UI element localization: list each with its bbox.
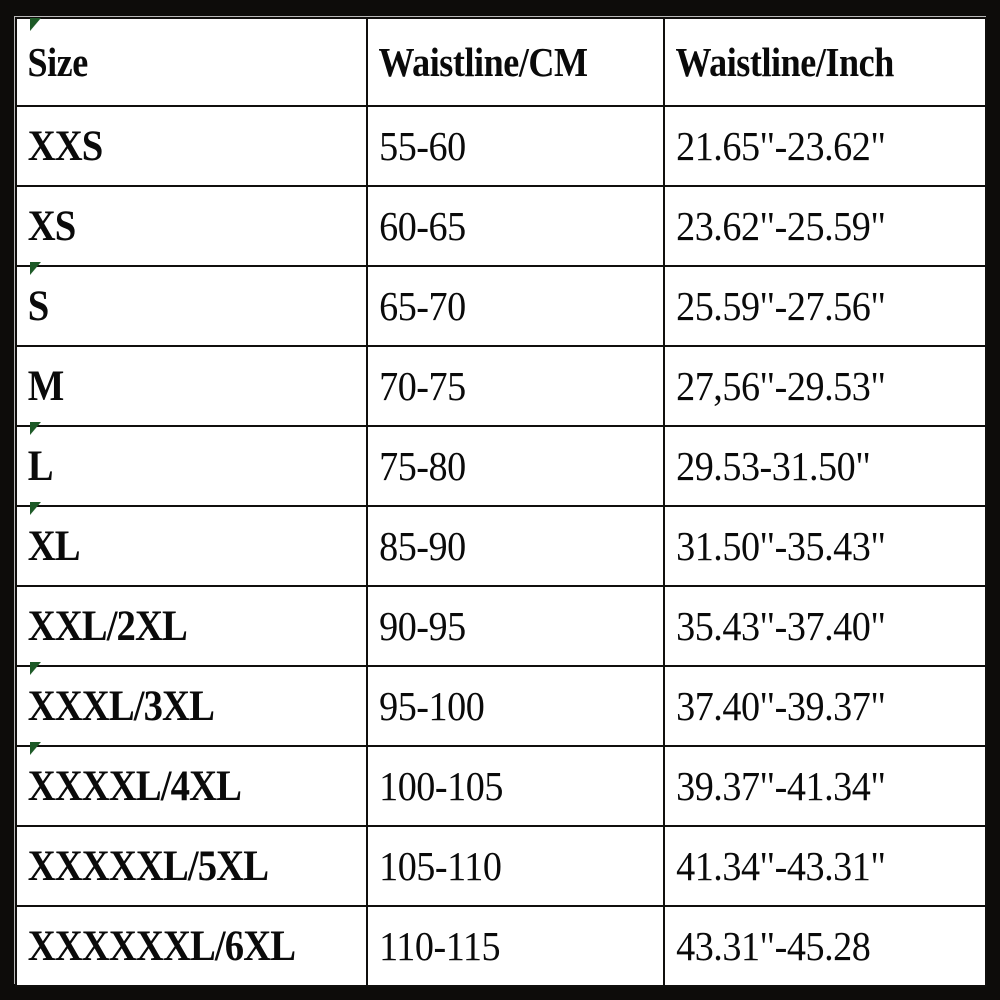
- waist-inch-value: 25.59"-27.56": [663, 265, 965, 347]
- size-chart-table: Size Waistline/CM Waistline/Inch XXS 55-…: [15, 17, 987, 987]
- size-label: XXXL/3XL: [15, 665, 333, 747]
- waist-inch-value: 21.65"-23.62": [663, 105, 965, 187]
- column-header-cm: Waistline/CM: [366, 17, 630, 107]
- size-label: XXXXL/4XL: [15, 745, 333, 827]
- size-label: XXXXXXL/6XL: [15, 905, 333, 987]
- table-row: XXS 55-60 21.65"-23.62": [15, 105, 986, 187]
- size-label: M: [15, 345, 333, 427]
- table-row: XXXL/3XL 95-100 37.40"-39.37": [15, 665, 986, 747]
- waist-inch-value: 23.62"-25.59": [663, 185, 965, 267]
- table-row: XXL/2XL 90-95 35.43"-37.40": [15, 585, 986, 667]
- table-row: XL 85-90 31.50"-35.43": [15, 505, 986, 587]
- waist-cm-value: 60-65: [366, 185, 645, 267]
- table-row: XXXXXXL/6XL 110-115 43.31"-45.28: [15, 905, 986, 987]
- waist-inch-value: 39.37"-41.34": [663, 745, 965, 827]
- table-row: XXXXL/4XL 100-105 39.37"-41.34": [15, 745, 986, 827]
- size-label: XXXXXL/5XL: [15, 825, 333, 907]
- column-header-size: Size: [15, 17, 326, 107]
- size-label: XXL/2XL: [15, 585, 333, 667]
- header-row: Size Waistline/CM Waistline/Inch: [15, 17, 986, 107]
- table-body: XXS 55-60 21.65"-23.62" XS 60-65 23.62"-…: [15, 105, 986, 987]
- waist-cm-value: 110-115: [366, 905, 645, 987]
- size-label: XL: [15, 505, 333, 587]
- waist-inch-value: 43.31"-45.28: [663, 905, 965, 987]
- table-row: S 65-70 25.59"-27.56": [15, 265, 986, 347]
- waist-cm-value: 55-60: [366, 105, 645, 187]
- waist-cm-value: 90-95: [366, 585, 645, 667]
- waist-inch-value: 29.53-31.50": [663, 425, 965, 507]
- waist-cm-value: 85-90: [366, 505, 645, 587]
- waist-inch-value: 31.50"-35.43": [663, 505, 965, 587]
- waist-cm-value: 100-105: [366, 745, 645, 827]
- table-header: Size Waistline/CM Waistline/Inch: [15, 17, 986, 107]
- table-row: XXXXXL/5XL 105-110 41.34"-43.31": [15, 825, 986, 907]
- waist-cm-value: 105-110: [366, 825, 645, 907]
- size-label: S: [15, 265, 333, 347]
- size-chart-sheet: Size Waistline/CM Waistline/Inch XXS 55-…: [14, 16, 987, 987]
- waist-cm-value: 65-70: [366, 265, 645, 347]
- size-label: L: [15, 425, 333, 507]
- size-label: XS: [15, 185, 333, 267]
- column-header-inch: Waistline/Inch: [663, 17, 949, 107]
- waist-cm-value: 70-75: [366, 345, 645, 427]
- table-row: M 70-75 27,56"-29.53": [15, 345, 986, 427]
- size-label: XXS: [15, 105, 333, 187]
- waist-cm-value: 95-100: [366, 665, 645, 747]
- table-row: XS 60-65 23.62"-25.59": [15, 185, 986, 267]
- table-row: L 75-80 29.53-31.50": [15, 425, 986, 507]
- waist-inch-value: 27,56"-29.53": [663, 345, 965, 427]
- waist-inch-value: 35.43"-37.40": [663, 585, 965, 667]
- waist-cm-value: 75-80: [366, 425, 645, 507]
- waist-inch-value: 37.40"-39.37": [663, 665, 965, 747]
- waist-inch-value: 41.34"-43.31": [663, 825, 965, 907]
